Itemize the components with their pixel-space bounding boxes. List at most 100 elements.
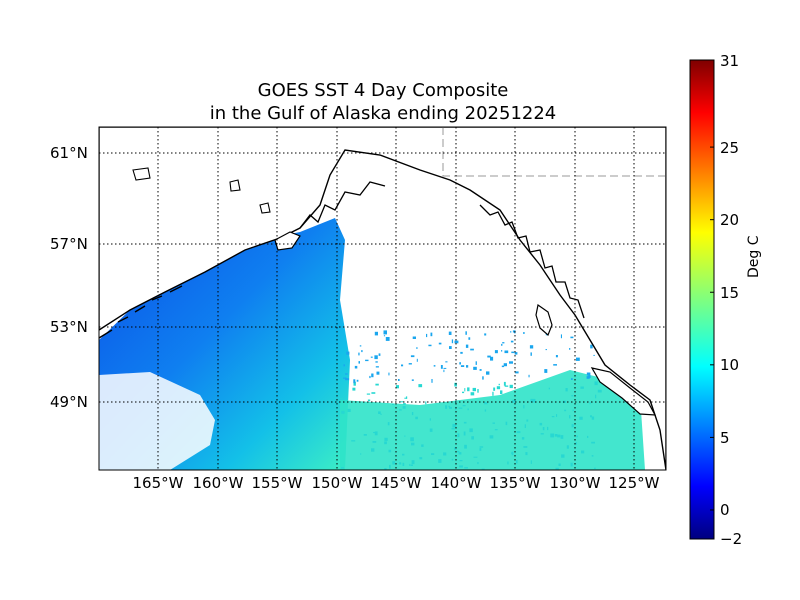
- sst-pixel: [467, 387, 470, 392]
- sst-pixel: [565, 388, 568, 392]
- sst-pixel: [366, 393, 371, 395]
- sst-pixel: [405, 396, 408, 399]
- sst-pixel: [431, 453, 435, 455]
- sst-pixel: [346, 351, 350, 355]
- sst-pixel: [410, 464, 413, 466]
- sst-pixel: [341, 467, 344, 469]
- sst-pixel: [451, 428, 455, 430]
- sst-pixel: [525, 452, 528, 456]
- sst-pixel: [479, 369, 482, 371]
- sst-pixel: [503, 363, 507, 367]
- sst-pixel: [509, 361, 513, 364]
- lon-label-140: 140°W: [430, 474, 482, 492]
- sst-pixel: [576, 435, 578, 438]
- sst-pixel: [361, 350, 363, 353]
- map-frame: [98, 126, 667, 471]
- alaska-panhandle-coast: [479, 204, 585, 319]
- chart-title-line-1: GOES SST 4 Day Composite: [257, 80, 509, 101]
- sst-pixel: [590, 344, 593, 349]
- sst-pixel: [467, 408, 469, 411]
- sst-pixel: [509, 384, 513, 389]
- sst-pixel: [443, 367, 447, 369]
- sst-pixel: [388, 449, 392, 453]
- sst-pixel: [433, 365, 436, 367]
- colorbar-tick-20: 20: [720, 211, 740, 229]
- sst-pixel: [591, 441, 595, 444]
- sst-pixel: [510, 340, 514, 343]
- sst-pixel: [367, 399, 371, 402]
- sst-pixel: [551, 416, 555, 418]
- sst-pixel: [404, 435, 406, 437]
- sst-pixel: [477, 462, 479, 465]
- sst-pixel: [369, 375, 371, 379]
- sst-pixel: [358, 352, 360, 356]
- sst-coverage-gap: [99, 372, 215, 470]
- lon-label-160: 160°W: [192, 474, 244, 492]
- sst-pixel: [542, 427, 545, 431]
- sst-pixel: [587, 435, 589, 438]
- sst-pixel: [462, 405, 466, 407]
- sst-pixel: [569, 415, 571, 419]
- sst-pixel: [458, 452, 462, 455]
- sst-pixel: [458, 407, 463, 409]
- sst-pixel: [416, 358, 418, 362]
- sst-pixel: [494, 350, 498, 354]
- sst-pixel: [586, 372, 591, 376]
- graticule: [99, 127, 666, 470]
- sst-pixel: [493, 387, 496, 391]
- sst-pixel: [448, 405, 451, 408]
- sst-pixel: [524, 424, 526, 428]
- lat-label-49: 49°N: [50, 393, 88, 411]
- sst-pixel: [466, 365, 469, 368]
- sst-pixel: [384, 437, 388, 441]
- sst-pixel: [370, 356, 373, 358]
- sst-pixel: [471, 436, 474, 440]
- sst-pixel: [372, 441, 377, 443]
- sst-pixel: [507, 461, 509, 465]
- sst-pixel: [523, 332, 525, 334]
- sst-pixel: [443, 369, 445, 373]
- sst-pixel: [343, 364, 345, 367]
- sst-pixel: [501, 343, 503, 346]
- sst-pixel: [594, 381, 598, 386]
- sst-pixel: [351, 440, 356, 442]
- sst-pixel: [516, 431, 521, 434]
- sst-pixel: [419, 457, 423, 460]
- sst-speckles: [340, 330, 602, 470]
- sst-pixel: [411, 442, 415, 446]
- sst-pixel: [490, 356, 494, 361]
- sst-pixel: [555, 355, 558, 358]
- sst-pixel: [482, 376, 484, 380]
- lon-label-165: 165°W: [132, 474, 184, 492]
- alaska-mainland: [99, 127, 666, 470]
- colorbar-tick-31: 31: [720, 52, 740, 70]
- sst-pixel: [548, 387, 550, 390]
- sst-pixel: [570, 462, 573, 467]
- sst-pixel: [528, 374, 530, 378]
- sst-pixel: [479, 448, 482, 451]
- sst-pixel: [363, 434, 367, 436]
- colorbar-tick-minus-2: −2: [720, 530, 743, 548]
- sst-pixel: [571, 395, 574, 397]
- sst-pixel: [398, 409, 402, 411]
- canada-border: [442, 127, 666, 177]
- sst-pixel: [402, 453, 405, 456]
- lat-label-53: 53°N: [50, 318, 88, 336]
- sst-pixel: [540, 433, 544, 435]
- sst-pixel: [504, 350, 509, 354]
- sst-pixel: [375, 366, 379, 368]
- sst-pixel: [464, 467, 468, 469]
- lon-label-135: 135°W: [489, 474, 541, 492]
- sst-pixel: [383, 330, 387, 335]
- sst-pixel: [581, 450, 585, 454]
- sst-pixel: [597, 389, 602, 393]
- sst-pixel: [503, 381, 506, 386]
- sst-pixel: [489, 435, 494, 439]
- sst-pixel: [539, 422, 543, 426]
- sst-pixel: [410, 437, 414, 442]
- sst-pixel: [352, 387, 356, 391]
- sst-pixel: [398, 379, 400, 381]
- colorbar-tick-15: 15: [720, 284, 740, 302]
- sst-pixel: [521, 437, 525, 440]
- sst-pixel: [464, 444, 467, 449]
